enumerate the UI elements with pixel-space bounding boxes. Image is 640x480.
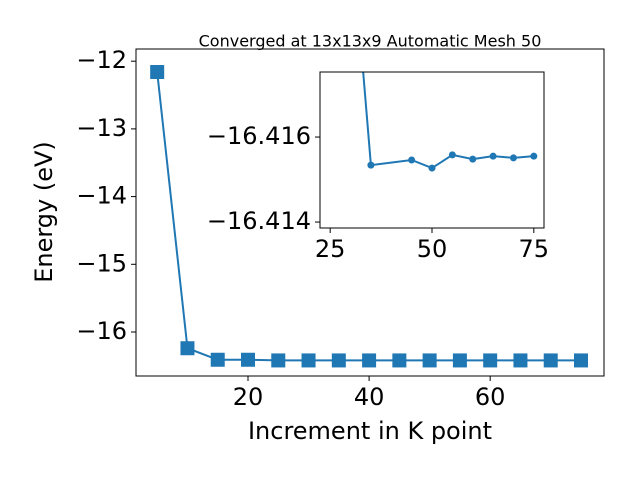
marker: [543, 353, 558, 368]
x-tick-label: 25: [315, 235, 346, 263]
marker: [180, 341, 195, 356]
marker: [367, 161, 375, 169]
marker: [362, 353, 377, 368]
x-tick-label: 60: [475, 383, 506, 411]
y-tick-label: −13: [76, 114, 127, 142]
y-tick-label: −12: [76, 46, 127, 74]
marker: [271, 353, 286, 368]
y-tick-label: −16: [76, 317, 127, 345]
marker: [422, 353, 437, 368]
y-tick-label: −14: [76, 182, 127, 210]
marker: [573, 353, 588, 368]
y-tick-label: −16.414: [207, 207, 311, 235]
axes-frame: [135, 48, 605, 377]
series: [362, 72, 538, 172]
axes-frame: [319, 71, 545, 229]
x-tick-label: 50: [417, 235, 448, 263]
marker: [210, 352, 225, 367]
marker: [452, 353, 467, 368]
marker: [241, 352, 256, 367]
marker: [428, 164, 436, 172]
marker: [483, 353, 498, 368]
marker: [448, 151, 456, 159]
series: [150, 65, 588, 368]
marker: [150, 65, 165, 80]
marker: [489, 152, 497, 160]
marker: [509, 154, 517, 162]
marker: [530, 152, 538, 160]
x-axis-label: Increment in K point: [248, 417, 492, 445]
x-tick-label: 75: [519, 235, 550, 263]
marker: [331, 353, 346, 368]
chart-title: Converged at 13x13x9 Automatic Mesh 50: [199, 32, 542, 51]
inset-background: [320, 72, 544, 228]
marker: [301, 353, 316, 368]
marker: [513, 353, 528, 368]
y-tick-label: −15: [76, 249, 127, 277]
marker: [392, 353, 407, 368]
x-tick-label: 20: [233, 383, 264, 411]
marker: [469, 155, 477, 163]
x-tick-label: 40: [354, 383, 385, 411]
marker: [408, 156, 416, 164]
y-axis-label: Energy (eV): [30, 141, 58, 283]
y-tick-label: −16.416: [207, 122, 311, 150]
